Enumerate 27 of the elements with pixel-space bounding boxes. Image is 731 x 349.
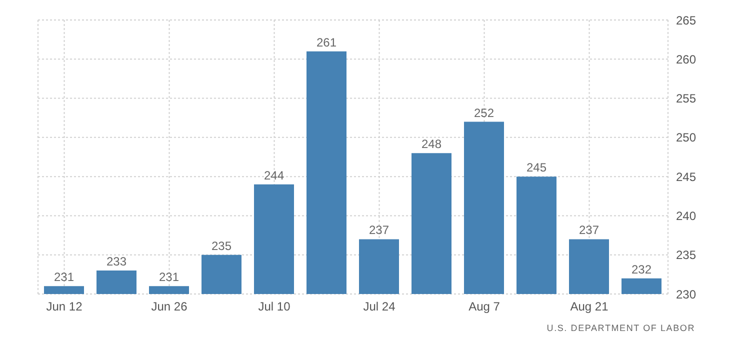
x-tick-label: Jul 10: [258, 300, 291, 314]
y-tick-label: 265: [676, 13, 696, 28]
y-tick-label: 260: [676, 52, 696, 66]
data-label: 231: [54, 270, 74, 284]
data-label: 235: [211, 238, 232, 253]
data-label: 237: [368, 223, 390, 238]
data-label: 252: [474, 106, 494, 120]
y-tick-label: 230: [676, 287, 696, 302]
y-tick-label: 235: [676, 248, 696, 262]
x-tick-label: Aug 21: [570, 300, 609, 314]
x-tick-label: Jul 24: [363, 300, 396, 314]
x-tick-label: Jun 26: [151, 300, 188, 314]
data-label: 232: [631, 262, 652, 276]
x-tick-label: Aug 7: [468, 300, 500, 314]
x-tick-label: Jun 12: [46, 300, 83, 314]
data-label: 248: [421, 137, 442, 152]
y-tick-label: 240: [676, 208, 696, 223]
data-label: 237: [578, 223, 600, 238]
data-label: 245: [526, 160, 547, 175]
y-tick-label: 245: [676, 170, 696, 184]
data-label: 233: [106, 254, 127, 269]
data-label: 261: [316, 35, 337, 50]
data-label: 244: [264, 168, 284, 182]
y-tick-label: 255: [676, 92, 696, 106]
text: U.S. DEPARTMENT OF LABOR: [546, 323, 695, 333]
y-tick-label: 250: [676, 130, 696, 145]
data-label: 231: [158, 270, 180, 284]
